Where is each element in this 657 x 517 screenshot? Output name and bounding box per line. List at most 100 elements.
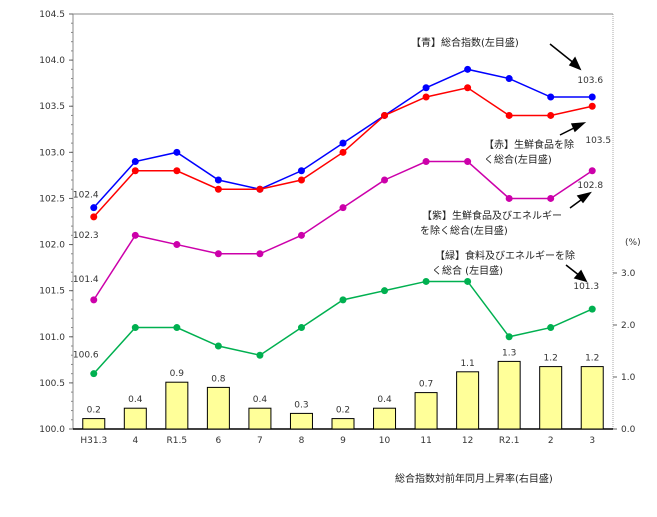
bar <box>289 412 313 430</box>
bar-series <box>82 360 604 430</box>
series-point <box>214 185 222 193</box>
bar <box>82 418 106 430</box>
x-tick-label: R2.1 <box>499 436 520 446</box>
series-point <box>505 333 513 341</box>
bar <box>331 418 355 430</box>
x-tick-label: 12 <box>462 436 473 446</box>
bar <box>580 366 604 430</box>
series-point <box>547 111 555 119</box>
series-point <box>90 204 98 212</box>
series-point <box>131 167 139 175</box>
right-tick-label: 0.0 <box>621 425 636 435</box>
series-start-label: 102.3 <box>73 231 99 241</box>
series-line <box>93 68 593 209</box>
left-tick-label: 103.5 <box>39 102 65 112</box>
bar <box>497 360 521 430</box>
bar-value-label: 0.4 <box>128 395 143 405</box>
left-tick-label: 102.5 <box>39 194 65 204</box>
line-series <box>90 65 596 378</box>
bar <box>539 366 563 430</box>
series-end-label: 101.3 <box>573 282 599 292</box>
series-point <box>464 158 472 166</box>
arrow-blue <box>549 43 576 65</box>
bar <box>206 386 230 430</box>
right-tick-label: 1.0 <box>621 373 636 383</box>
left-tick-label: 101.0 <box>39 333 65 343</box>
series-point <box>90 370 98 378</box>
bar-value-label: 1.3 <box>502 348 516 358</box>
series-end-label: 103.6 <box>577 76 603 86</box>
legend-red-1: 【赤】生鮮食品を除 <box>484 138 574 151</box>
series-point <box>422 93 430 101</box>
x-tick-label: 8 <box>299 436 305 446</box>
bar-value-label: 1.2 <box>585 354 599 364</box>
series-point <box>381 176 389 184</box>
bar <box>373 407 397 430</box>
labels: 0.2 0.4 0.9 0.8 0.4 0.3 0.2 0.4 0.7 1.1 1.3 1.2 1.2 1… <box>73 76 611 416</box>
left-tick-label: 104.0 <box>39 56 65 66</box>
series-point <box>297 231 305 239</box>
series-point <box>505 111 513 119</box>
x-tick-label: 2 <box>548 436 554 446</box>
bar-value-label: 0.9 <box>170 369 185 379</box>
x-tick-label: 6 <box>216 436 222 446</box>
series-point <box>214 176 222 184</box>
legend-green-2: く総合 (左目盛) <box>432 264 503 277</box>
bar-value-label: 0.4 <box>253 395 268 405</box>
series-point <box>464 84 472 92</box>
arrowhead-green <box>573 269 588 283</box>
right-tick-label: 2.0 <box>621 321 636 331</box>
bar-value-label: 0.2 <box>336 406 350 416</box>
series-point <box>547 324 555 332</box>
series-point <box>588 93 596 101</box>
series-point <box>422 277 430 285</box>
left-tick-label: 104.5 <box>39 10 65 20</box>
series-point <box>464 65 472 73</box>
x-tick-label: 10 <box>379 436 391 446</box>
bar-value-label: 0.2 <box>87 406 101 416</box>
series-point <box>339 139 347 147</box>
series-end-label: 103.5 <box>585 136 611 146</box>
bar <box>456 371 480 430</box>
series-point <box>339 296 347 304</box>
series-point <box>173 324 181 332</box>
series-point <box>505 194 513 202</box>
axes: 100.0100.5101.0101.5102.0102.5103.0103.5… <box>39 10 635 446</box>
arrowhead-purple <box>576 191 592 204</box>
series-point <box>297 324 305 332</box>
bar-value-label: 0.4 <box>377 395 392 405</box>
series-point <box>214 342 222 350</box>
series-point <box>339 148 347 156</box>
series-point <box>547 93 555 101</box>
series-point <box>381 287 389 295</box>
series-point <box>131 158 139 166</box>
series-point <box>173 167 181 175</box>
series-point <box>547 194 555 202</box>
series-point <box>90 213 98 221</box>
series-point <box>505 75 513 83</box>
left-tick-label: 103.0 <box>39 148 65 158</box>
legend-red-2: く総合(左目盛) <box>484 153 552 166</box>
bar-value-label: 0.8 <box>211 374 226 384</box>
series-point <box>256 351 264 359</box>
series-line <box>93 160 593 301</box>
series-point <box>131 324 139 332</box>
series-point <box>90 296 98 304</box>
series-point <box>173 148 181 156</box>
right-tick-label: 3.0 <box>621 269 636 279</box>
bar-value-label: 0.7 <box>419 380 433 390</box>
bar <box>165 381 189 430</box>
series-start-label: 102.4 <box>73 191 99 201</box>
arrowhead-red <box>570 122 587 133</box>
series-start-label: 101.4 <box>73 275 99 285</box>
x-tick-label: R1.5 <box>167 436 188 446</box>
series-point <box>131 231 139 239</box>
right-axis-unit: (%) <box>625 238 641 248</box>
bar-series-label: 総合指数対前年同月上昇率(右目盛) <box>395 472 553 485</box>
left-tick-label: 100.5 <box>39 379 65 389</box>
left-tick-label: 101.5 <box>39 287 65 297</box>
bar <box>414 392 438 430</box>
series-end-label: 102.8 <box>577 181 603 191</box>
series-point <box>339 204 347 212</box>
bar-value-label: 0.3 <box>294 400 308 410</box>
